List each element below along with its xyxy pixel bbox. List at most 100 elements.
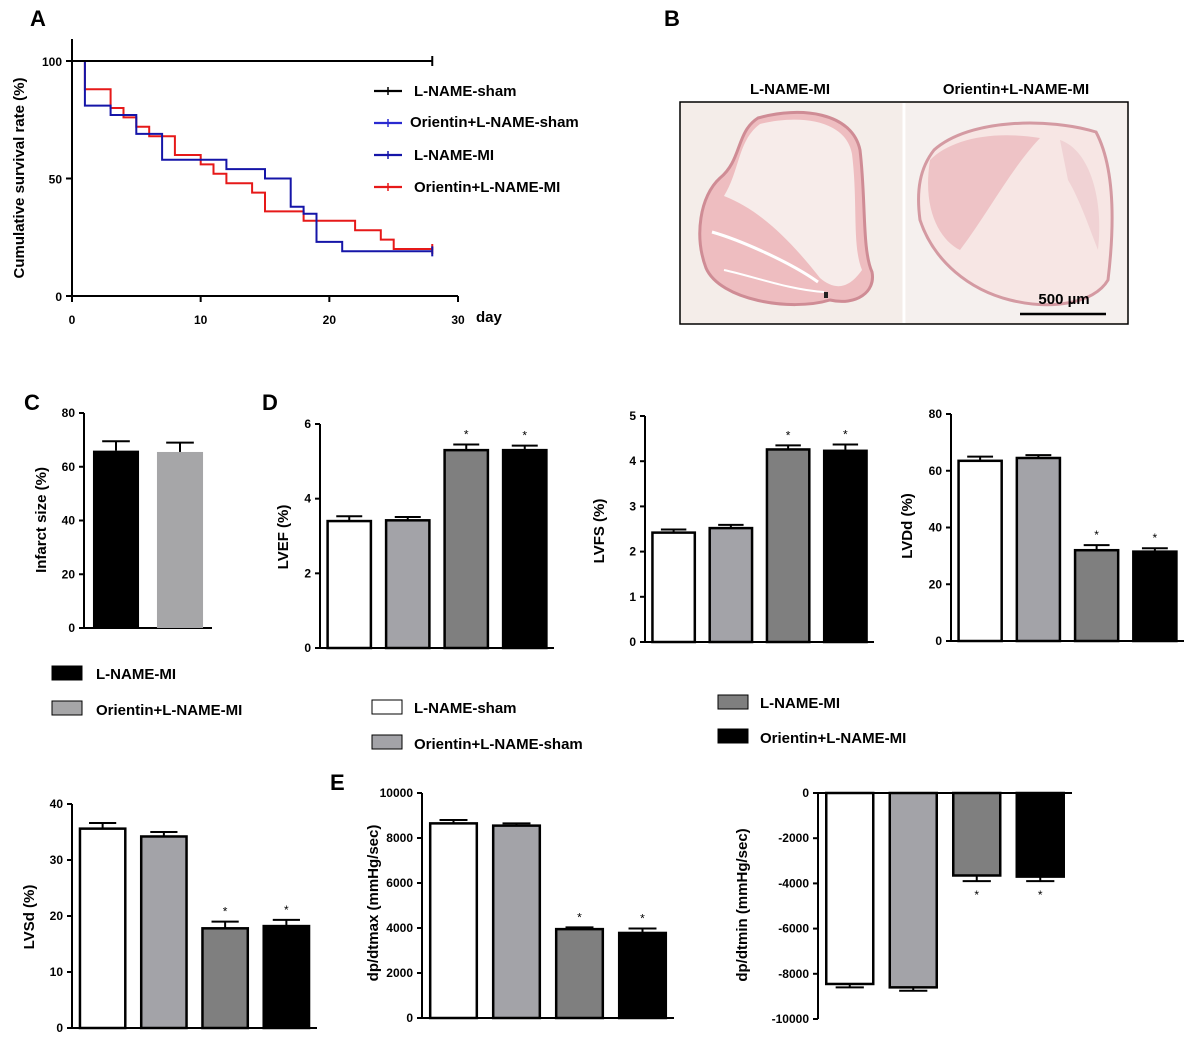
lvfs-y-tick-label: 4 bbox=[629, 454, 636, 468]
legend-c-label-orientin-l-name-mi: Orientin+L-NAME-MI bbox=[96, 702, 242, 719]
lvsd-bar-orientin-l-name-mi bbox=[262, 924, 311, 1030]
lvef-y-tick-label: 0 bbox=[304, 641, 311, 655]
legend-c-item-l-name-mi: L-NAME-MI bbox=[51, 665, 176, 683]
survival-line-orientin-l-name-mi bbox=[83, 61, 434, 250]
lvef-significance-star: * bbox=[522, 429, 527, 443]
c-y-tick-label: 0 bbox=[68, 621, 75, 635]
survival-x-tick-label: 20 bbox=[323, 313, 337, 327]
hemodynamics-charts: E 0 2000 4000 6000 8000 10000 * * dp/dtmax (mmH… bbox=[330, 770, 1072, 1026]
dpdtmin-y-tick-label: -2000 bbox=[778, 831, 809, 845]
legend-label-l-name-mi: L-NAME-MI bbox=[414, 147, 494, 164]
c-y-tick-label: 40 bbox=[62, 514, 76, 528]
survival-y-tick-label: 50 bbox=[49, 173, 63, 187]
dpdtmin-y-tick-label: -6000 bbox=[778, 922, 809, 936]
lvsd-y-tick-label: 40 bbox=[50, 797, 64, 811]
dpdtmax-y-tick-label: 6000 bbox=[386, 876, 413, 890]
survival-x-tick-label: 10 bbox=[194, 313, 208, 327]
lvsd-y-tick-label: 10 bbox=[50, 965, 64, 979]
legend-d: L-NAME-sham Orientin+L-NAME-sham L-NAME-… bbox=[371, 694, 906, 753]
lvfs-significance-star: * bbox=[843, 427, 848, 441]
lvef-y-axis-label: LVEF (%) bbox=[275, 505, 292, 570]
lvdd-significance-star: * bbox=[1153, 531, 1158, 545]
histology-title-right: Orientin+L-NAME-MI bbox=[943, 81, 1089, 98]
legend-item-orientin-l-name-sham: Orientin+L-NAME-sham bbox=[374, 114, 579, 131]
lvsd-bar-orientin-l-name-sham bbox=[139, 835, 188, 1030]
dpdtmax-significance-star: * bbox=[577, 910, 582, 924]
survival-x-tick-label: 30 bbox=[451, 313, 465, 327]
legend-c: L-NAME-MI Orientin+L-NAME-MI bbox=[51, 665, 242, 719]
lvfs-y-tick-label: 2 bbox=[629, 545, 636, 559]
c-y-tick-label: 60 bbox=[62, 460, 76, 474]
dpdtmax-y-axis-label: dp/dtmax (mmHg/sec) bbox=[365, 825, 382, 982]
dpdtmin-bar-l-name-mi bbox=[952, 791, 1002, 877]
survival-line-l-name-mi bbox=[83, 61, 433, 253]
legend-label-orientin-l-name-mi: Orientin+L-NAME-MI bbox=[414, 179, 560, 196]
dpdtmax-y-tick-label: 0 bbox=[406, 1011, 413, 1025]
lvdd-bar-l-name-mi bbox=[1073, 548, 1120, 643]
legend-item-l-name-mi: L-NAME-MI bbox=[374, 147, 494, 164]
lvdd-y-axis-label: LVDd (%) bbox=[899, 493, 916, 559]
legend-d-label-l-name-mi: L-NAME-MI bbox=[760, 695, 840, 712]
dpdtmin-significance-star: * bbox=[1038, 888, 1043, 902]
legend-label-l-name-sham: L-NAME-sham bbox=[414, 83, 517, 100]
legend-d-item-orientin-l-name-sham: Orientin+L-NAME-sham bbox=[371, 734, 583, 753]
histology-image-left bbox=[682, 104, 902, 322]
infarct-y-axis-label: Infarct size (%) bbox=[33, 467, 50, 573]
lvfs-bar-l-name-mi bbox=[765, 448, 811, 644]
lvfs-bar-orientin-l-name-sham bbox=[708, 526, 754, 644]
histology-image-right bbox=[906, 104, 1126, 322]
survival-y-tick-label: 100 bbox=[42, 55, 62, 69]
dpdtmin-bar-orientin-l-name-sham bbox=[888, 791, 938, 989]
dpdtmin-y-tick-label: -8000 bbox=[778, 967, 809, 981]
legend-d-item-l-name-sham: L-NAME-sham bbox=[371, 699, 517, 717]
histology-panel: B 500 µm L-NAME-MI Orie bbox=[664, 6, 1129, 325]
survival-y-tick-label: 0 bbox=[55, 290, 62, 304]
lvef-y-tick-label: 4 bbox=[304, 492, 311, 506]
dpdtmin-y-tick-label: -10000 bbox=[772, 1012, 810, 1026]
legend-c-label-l-name-mi: L-NAME-MI bbox=[96, 666, 176, 683]
dpdtmax-y-tick-label: 10000 bbox=[380, 786, 414, 800]
lvef-bar-l-name-sham bbox=[326, 519, 373, 650]
survival-legend: L-NAME-sham Orientin+L-NAME-sham L-NAME-… bbox=[374, 83, 579, 196]
legend-d-item-orientin-l-name-mi: Orientin+L-NAME-MI bbox=[717, 728, 906, 747]
lvdd-significance-star: * bbox=[1094, 528, 1099, 542]
panel-label-c: C bbox=[24, 390, 40, 415]
dpdtmin-y-tick-label: -4000 bbox=[778, 876, 809, 890]
dpdtmax-bar-l-name-mi bbox=[554, 927, 605, 1020]
dpdtmax-bar-l-name-sham bbox=[428, 822, 479, 1020]
c-y-tick-label: 20 bbox=[62, 567, 76, 581]
dpdtmin-y-tick-label: 0 bbox=[802, 786, 809, 800]
histology-frame: 500 µm bbox=[679, 101, 1129, 325]
lvsd-y-tick-label: 20 bbox=[50, 909, 64, 923]
lvfs-significance-star: * bbox=[786, 428, 791, 442]
lvfs-y-tick-label: 1 bbox=[629, 590, 636, 604]
legend-d-label-orientin-l-name-mi: Orientin+L-NAME-MI bbox=[760, 730, 906, 747]
lvfs-y-tick-label: 0 bbox=[629, 635, 636, 649]
legend-d-label-l-name-sham: L-NAME-sham bbox=[414, 700, 517, 717]
infarct-size-chart: C 0 20 40 60 80 Infarct size (%) L-NAME-MI O… bbox=[24, 390, 242, 719]
lvdd-bar-l-name-sham bbox=[957, 459, 1003, 643]
lvfs-y-axis-label: LVFS (%) bbox=[591, 499, 608, 564]
lvef-bar-orientin-l-name-sham bbox=[384, 519, 431, 650]
survival-x-tick-label: 0 bbox=[69, 313, 76, 327]
dpdtmax-bar-orientin-l-name-mi bbox=[617, 931, 668, 1020]
panel-label-b: B bbox=[664, 6, 680, 31]
legend-item-orientin-l-name-mi: Orientin+L-NAME-MI bbox=[374, 179, 560, 196]
c-y-tick-label: 80 bbox=[62, 406, 76, 420]
dpdtmax-y-tick-label: 4000 bbox=[386, 921, 413, 935]
survival-chart: A 0 50 100 0 10 20 30 Cumulative survival rate… bbox=[11, 6, 579, 327]
lvdd-bar-orientin-l-name-mi bbox=[1132, 550, 1178, 643]
dpdtmin-bar-l-name-sham bbox=[825, 791, 875, 986]
lvfs-bar-l-name-sham bbox=[651, 531, 697, 644]
panel-label-a: A bbox=[30, 6, 46, 31]
lvsd-y-axis-label: LVSd (%) bbox=[21, 885, 38, 950]
lvdd-y-tick-label: 80 bbox=[929, 407, 943, 421]
scale-bar-label: 500 µm bbox=[1038, 291, 1089, 308]
panel-label-e: E bbox=[330, 770, 345, 795]
lvsd-significance-star: * bbox=[223, 905, 228, 919]
lvsd-y-tick-label: 30 bbox=[50, 853, 64, 867]
lvfs-y-tick-label: 3 bbox=[629, 499, 636, 513]
legend-item-l-name-sham: L-NAME-sham bbox=[374, 83, 517, 100]
c-bar-l-name-mi bbox=[92, 450, 140, 628]
